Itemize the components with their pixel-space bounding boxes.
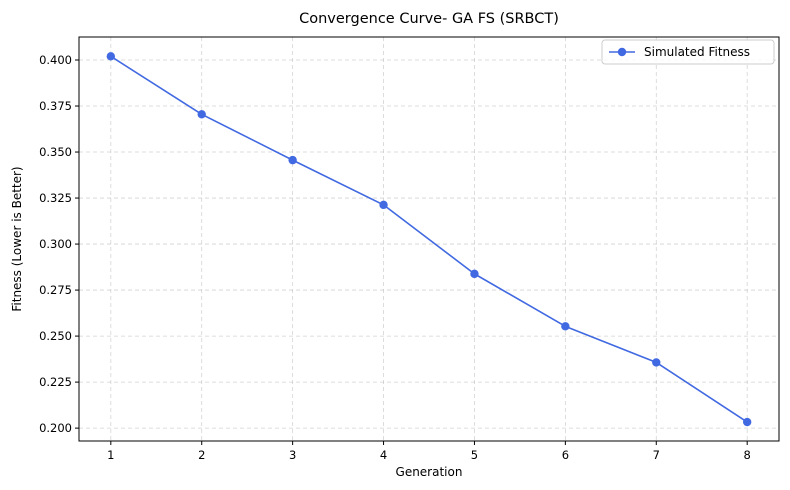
x-tick-label-4: 4 [380,448,387,462]
x-tick-label-6: 6 [562,448,569,462]
data-point-3 [288,155,297,165]
data-point-2 [197,110,206,119]
y-tick-label-0.225: 0.225 [39,375,72,389]
y-tick-label-0.275: 0.275 [39,283,72,297]
x-tick-label-3: 3 [289,448,296,462]
y-axis-label: Fitness (Lower is Better) [10,166,24,311]
data-point-6 [561,322,570,331]
legend-label-simulated-fitness: Simulated Fitness [644,45,750,59]
x-tick-label-5: 5 [471,448,478,462]
data-point-4 [379,200,388,210]
x-tick-label-1: 1 [107,448,114,462]
y-tick-label-0.350: 0.350 [39,145,72,159]
data-point-7 [652,358,661,367]
y-tick-label-0.325: 0.325 [39,191,72,205]
chart-title: Convergence Curve- GA FS (SRBCT) [299,11,559,27]
legend-marker-swatch [617,47,627,57]
y-tick-label-0.400: 0.400 [39,53,72,67]
x-tick-label-7: 7 [653,448,660,462]
data-point-8 [742,417,752,427]
x-tick-label-8: 8 [744,448,751,462]
y-axis-ticks: 0.200 0.225 0.250 0.275 0.300 0.325 0.350 0.375… [39,53,79,435]
plot-area-frame [78,36,780,442]
x-axis-ticks: 1 2 3 4 5 6 7 8 [107,441,751,462]
data-point-1 [106,52,116,61]
legend: Simulated Fitness [601,39,775,65]
series-layer [106,52,752,427]
data-point-5 [470,269,479,279]
x-axis-label: Generation [396,465,463,479]
y-tick-label-0.375: 0.375 [39,99,72,113]
series-line-0 [110,55,748,423]
x-tick-label-2: 2 [198,448,205,462]
y-tick-label-0.200: 0.200 [39,421,72,435]
y-tick-label-0.300: 0.300 [39,237,72,251]
y-tick-label-0.250: 0.250 [39,329,72,343]
legend-box [601,39,775,65]
